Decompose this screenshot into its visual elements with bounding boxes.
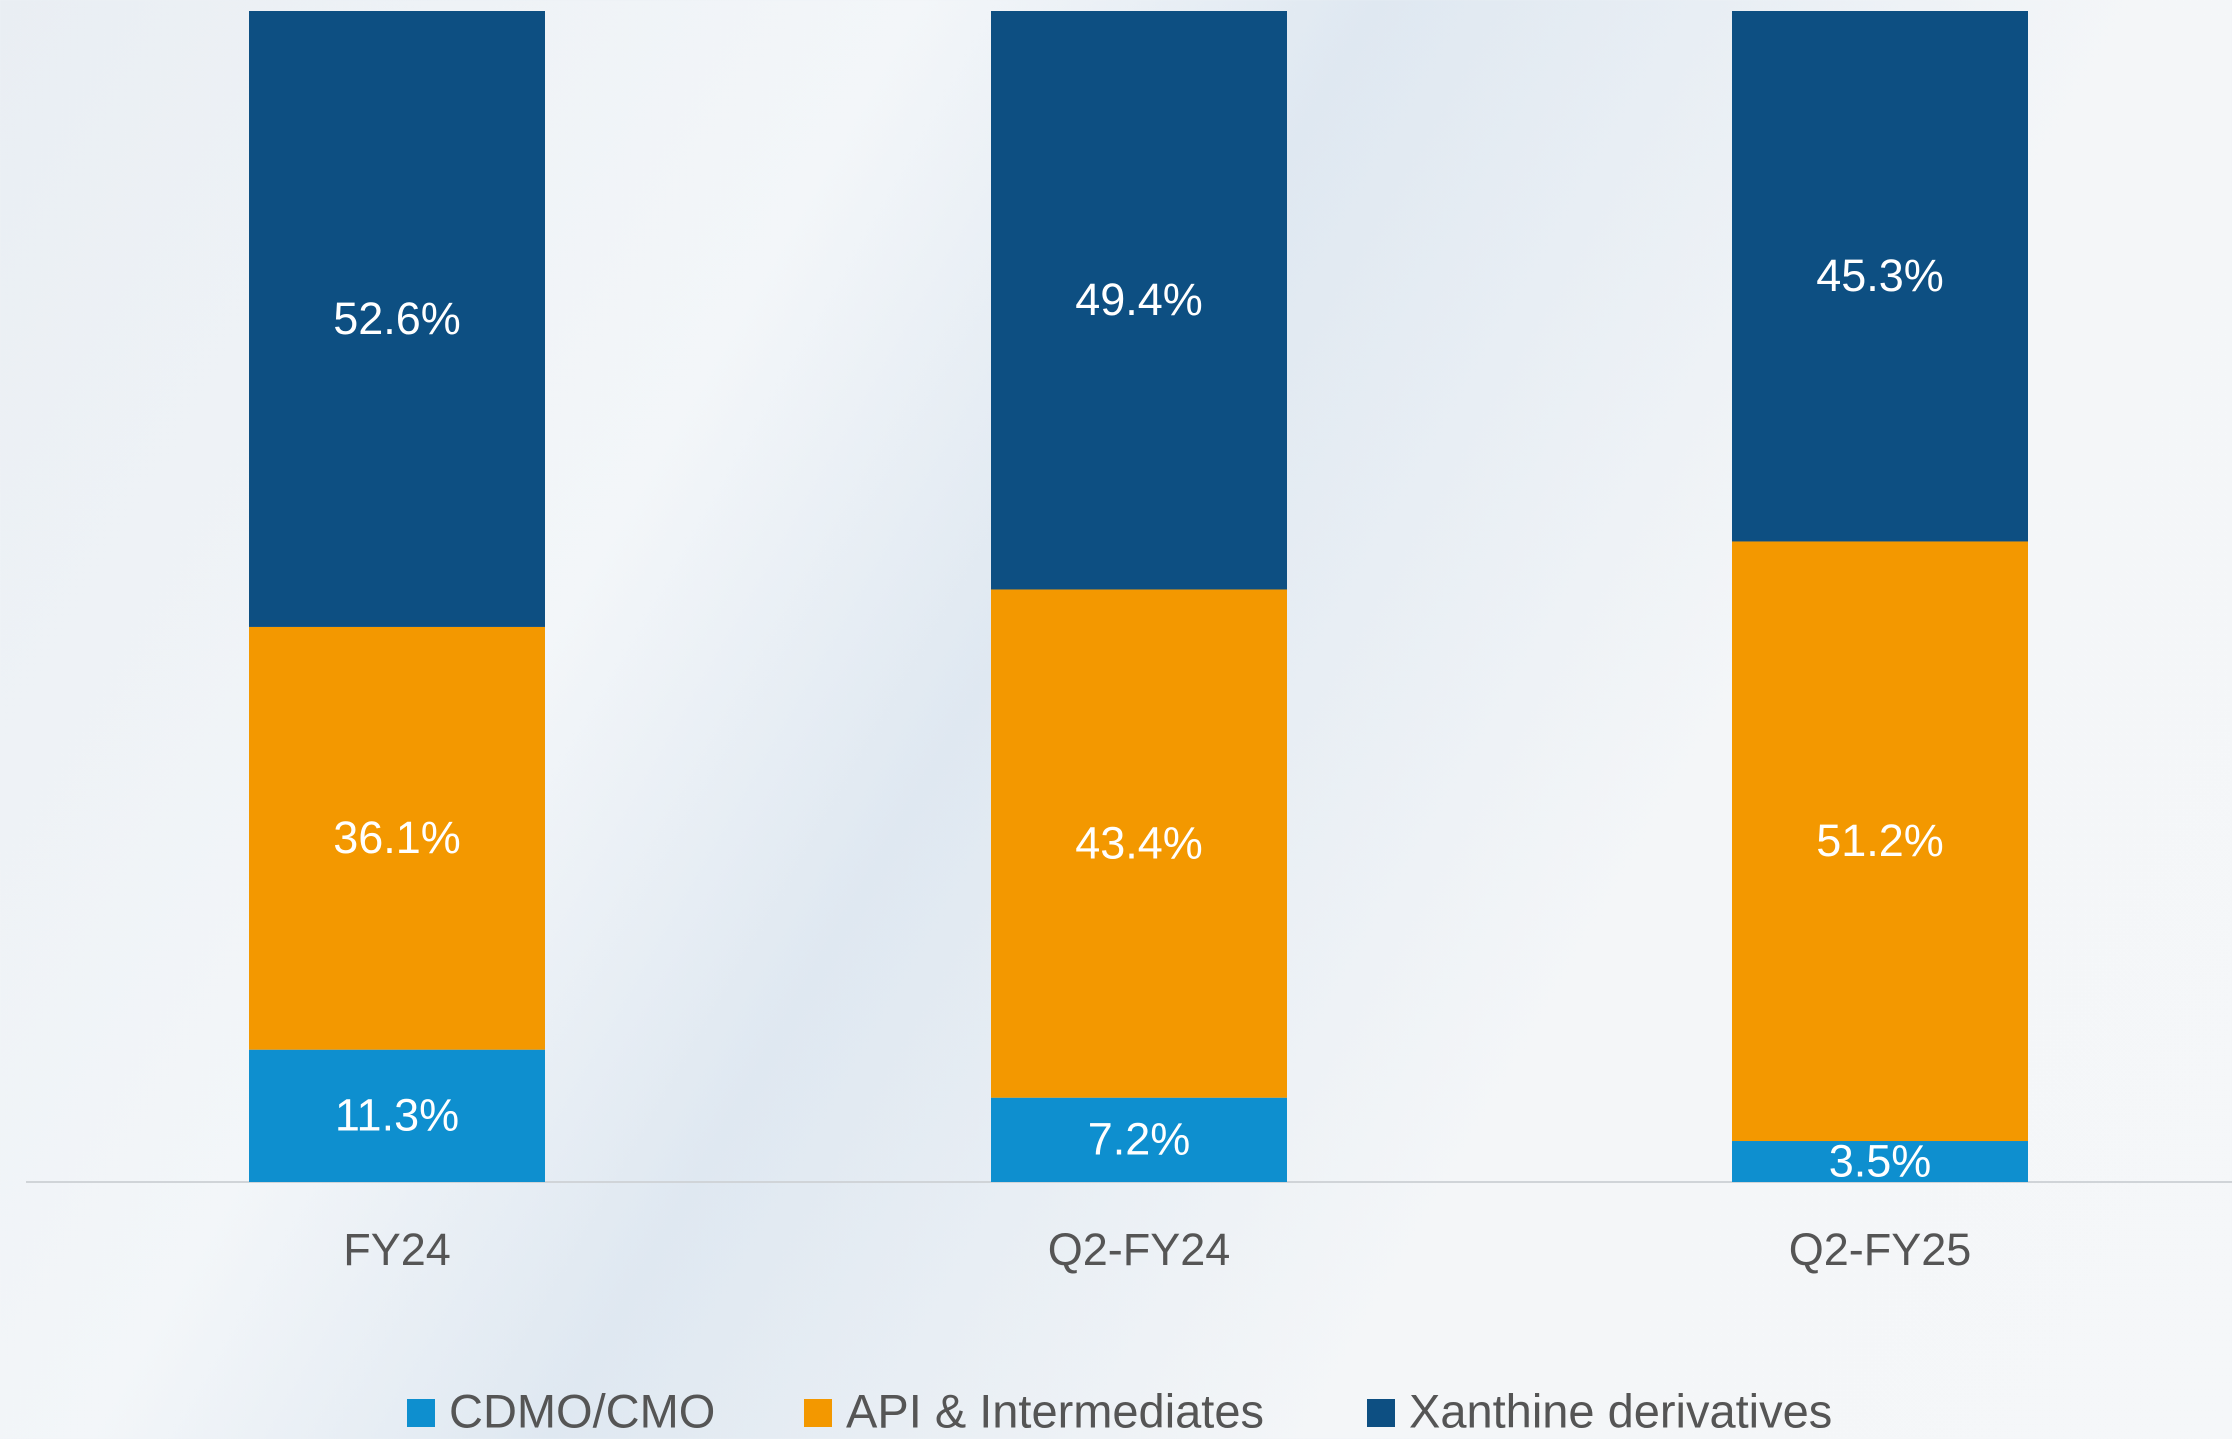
x-tick-label: Q2-FY25 (1789, 1224, 1972, 1275)
data-label: 36.1% (333, 812, 461, 863)
legend-label: CDMO/CMO (449, 1384, 715, 1437)
bar-segment (249, 11, 545, 627)
bar-segment (991, 11, 1287, 590)
bar-segment (991, 589, 1287, 1098)
x-tick-label: Q2-FY24 (1048, 1224, 1231, 1275)
bar-segment (991, 1097, 1287, 1182)
data-label: 45.3% (1816, 250, 1944, 301)
data-label: 52.6% (333, 293, 461, 344)
data-label: 3.5% (1829, 1135, 1932, 1186)
bar-segment (249, 1049, 545, 1182)
bar-segment (1732, 541, 2028, 1142)
data-label: 51.2% (1816, 815, 1944, 866)
legend-label: Xanthine derivatives (1409, 1384, 1832, 1437)
data-label: 11.3% (335, 1090, 459, 1141)
bar-segment (249, 626, 545, 1050)
legend-label: API & Intermediates (846, 1384, 1264, 1437)
data-label: 7.2% (1088, 1114, 1191, 1165)
data-label: 49.4% (1075, 274, 1203, 325)
data-label: 43.4% (1075, 817, 1203, 868)
bar-segment (1732, 11, 2028, 542)
legend-swatch (407, 1399, 435, 1427)
legend-swatch (1367, 1399, 1395, 1427)
bar-segment (1732, 1141, 2028, 1182)
legend-swatch (804, 1399, 832, 1427)
x-tick-label: FY24 (343, 1224, 451, 1275)
